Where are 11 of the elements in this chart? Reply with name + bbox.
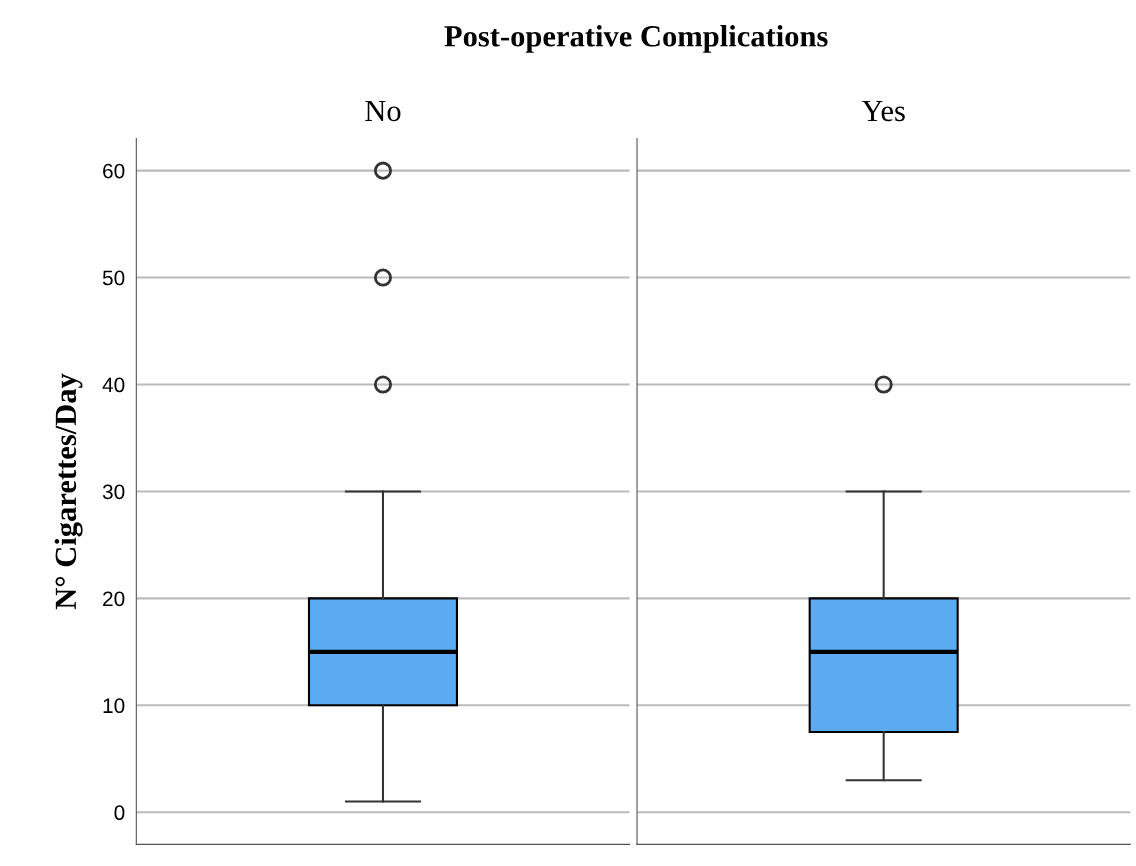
y-tick-label: 10 xyxy=(103,698,125,714)
x-tick-label: No xyxy=(365,100,401,122)
y-tick-label: 30 xyxy=(102,484,125,500)
x-tick-label: Yes xyxy=(861,100,905,122)
y-tick-label: 50 xyxy=(102,270,125,286)
y-tick-label: 20 xyxy=(103,591,125,607)
y-tick-label: 0 xyxy=(114,805,125,821)
y-tick-label: 60 xyxy=(103,163,125,179)
x-axis-title: Post-operative Complications xyxy=(444,25,828,53)
y-axis-title: N° Cigarettes/Day xyxy=(54,373,83,610)
y-tick-label: 40 xyxy=(102,377,125,393)
